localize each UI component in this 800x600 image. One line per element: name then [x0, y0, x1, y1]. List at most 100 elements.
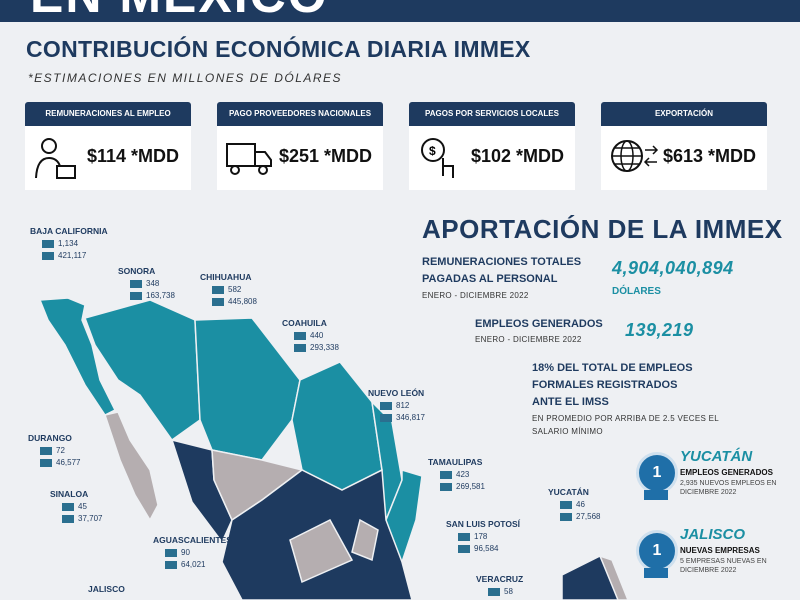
icon — [212, 297, 224, 306]
subtitle: *ESTIMACIONES EN MILLONES DE DÓLARES — [28, 71, 343, 85]
stat-period: ENERO - DICIEMBRE 2022 — [475, 335, 582, 344]
state-employees: 27,568 — [576, 512, 601, 521]
ribbon — [644, 490, 668, 500]
map — [38, 297, 629, 600]
state-label: COAHUILA 440 293,338 — [282, 318, 339, 352]
ribbon — [644, 568, 668, 578]
state-row: 269,581 — [428, 482, 485, 491]
card-value: $102 *MDD — [471, 146, 565, 166]
card-body: $114 *MDD — [25, 126, 191, 190]
icon — [40, 458, 52, 467]
region — [38, 297, 117, 416]
state-name: AGUASCALIENTES — [153, 535, 232, 545]
region — [561, 554, 621, 600]
region — [194, 317, 301, 461]
icon — [42, 251, 54, 260]
state-label: SINALOA 45 37,707 — [50, 489, 102, 523]
state-row: 293,338 — [282, 343, 339, 352]
state-employees: 269,581 — [456, 482, 485, 491]
state-label: DURANGO 72 46,577 — [28, 433, 80, 467]
region — [291, 361, 383, 491]
state-employees: 293,338 — [310, 343, 339, 352]
stat-label: EMPLEOS GENERADOS — [475, 318, 603, 330]
stat-period: ENERO - DICIEMBRE 2022 — [422, 291, 529, 300]
card-label: REMUNERACIONES AL EMPLEO — [25, 102, 191, 126]
state-name: TAMAULIPAS — [428, 457, 483, 467]
card-value: $114 *MDD — [87, 146, 180, 166]
state-companies: 45 — [78, 502, 87, 511]
card: PAGOS POR SERVICIOS LOCALES $ $102 *MDD — [409, 102, 575, 190]
card-value: $613 *MDD — [663, 146, 757, 166]
state-row: 90 — [153, 548, 232, 557]
icon — [62, 514, 74, 523]
state-label: BAJA CALIFORNIA 1,134 421,117 — [30, 226, 108, 260]
icon — [611, 140, 659, 172]
stat-label: 18% DEL TOTAL DE EMPLEOS FORMALES REGIST… — [532, 362, 693, 408]
icon — [165, 548, 177, 557]
state-employees: 37,707 — [78, 514, 103, 523]
icon — [380, 413, 392, 422]
icon — [458, 544, 470, 553]
state-name: BAJA CALIFORNIA — [30, 226, 108, 236]
state-label: VERACRUZ 58 — [476, 574, 523, 596]
state-companies: 90 — [181, 548, 190, 557]
icon — [130, 279, 142, 288]
state-row: 812 — [368, 401, 425, 410]
state-label: SONORA 348 163,738 — [118, 266, 175, 300]
state-name: NUEVO LEÓN — [368, 388, 425, 398]
state-row: 46,577 — [28, 458, 80, 467]
stat-value: 4,904,040,894 — [612, 258, 734, 278]
state-row: 445,808 — [200, 297, 257, 306]
icon — [440, 470, 452, 479]
state-row: 37,707 — [50, 514, 102, 523]
icon — [130, 291, 142, 300]
card-label: PAGO PROVEEDORES NACIONALES — [217, 102, 383, 126]
state-row: 421,117 — [30, 251, 108, 260]
state-companies: 423 — [456, 470, 470, 479]
state-name: COAHUILA — [282, 318, 327, 328]
icon — [35, 138, 76, 179]
icon — [380, 401, 392, 410]
banner-text: EN MÉXICO — [30, 0, 329, 22]
state-companies: 58 — [504, 587, 513, 596]
icon — [458, 532, 470, 541]
icon — [42, 239, 54, 248]
icon: $ — [421, 138, 454, 178]
title: CONTRIBUCIÓN ECONÓMICA DIARIA IMMEX — [26, 36, 531, 62]
state-row: 96,584 — [446, 544, 520, 553]
state-row: 346,817 — [368, 413, 425, 422]
icon — [40, 446, 52, 455]
state-row: 46 — [548, 500, 600, 509]
state-row: 45 — [50, 502, 102, 511]
state-row: 64,021 — [153, 560, 232, 569]
state-label: AGUASCALIENTES 90 64,021 — [153, 535, 232, 569]
card: EXPORTACIÓN $613 *MDD — [601, 102, 767, 190]
region — [351, 518, 379, 562]
banner: EN MÉXICO — [0, 0, 800, 22]
region — [104, 411, 159, 522]
state-companies: 348 — [146, 279, 160, 288]
state-row: 348 — [118, 279, 175, 288]
region — [289, 519, 354, 584]
state-row: 582 — [200, 285, 257, 294]
medal: 1 — [636, 530, 678, 572]
state-row: 423 — [428, 470, 485, 479]
badge-state: YUCATÁN — [680, 448, 753, 465]
state-employees: 46,577 — [56, 458, 81, 467]
state-employees: 445,808 — [228, 297, 257, 306]
state-employees: 96,584 — [474, 544, 499, 553]
state-employees: 421,117 — [58, 251, 87, 260]
state-employees: 64,021 — [181, 560, 206, 569]
icon — [165, 560, 177, 569]
card-body: $ $102 *MDD — [409, 126, 575, 190]
state-label: TAMAULIPAS 423 269,581 — [428, 457, 485, 491]
state-label: NUEVO LEÓN 812 346,817 — [368, 388, 425, 422]
state-name: SINALOA — [50, 489, 89, 499]
stat-note: EN PROMEDIO POR ARRIBA DE 2.5 VECES EL S… — [532, 414, 719, 436]
state-companies: 72 — [56, 446, 65, 455]
state-companies: 440 — [310, 331, 324, 340]
state-name: JALISCO — [88, 584, 125, 594]
card-value: $251 *MDD — [279, 146, 373, 166]
state-row: 27,568 — [548, 512, 600, 521]
